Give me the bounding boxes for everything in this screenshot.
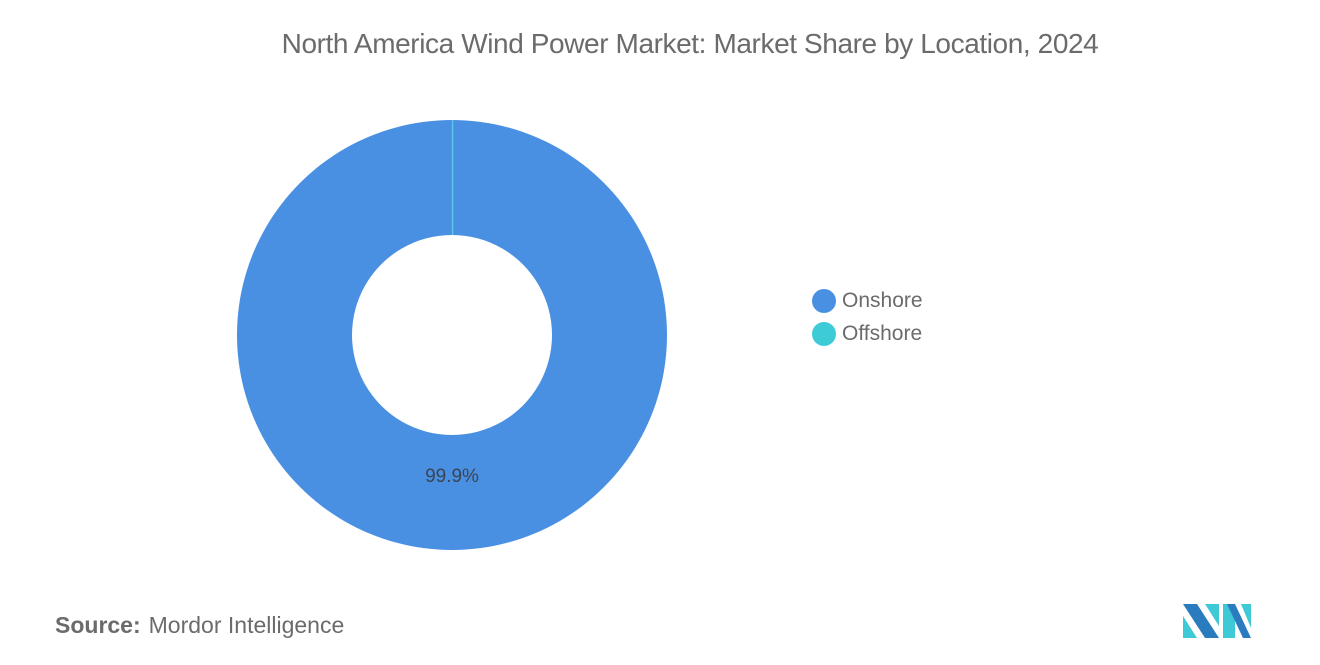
donut-slice-onshore[interactable] — [236, 120, 667, 550]
onshore-value-label: 99.9% — [425, 466, 479, 487]
legend-item-onshore[interactable]: Onshore — [812, 284, 923, 317]
legend-label: Onshore — [842, 288, 923, 312]
source-key: Source: — [55, 612, 141, 638]
source-value: Mordor Intelligence — [148, 612, 345, 638]
source-note: Source: Mordor Intelligence — [55, 612, 344, 639]
legend-label: Offshore — [842, 321, 923, 345]
chart-title: North America Wind Power Market: Market … — [281, 28, 1099, 59]
circle-icon — [812, 321, 836, 346]
legend: Onshore Offshore — [812, 284, 923, 350]
circle-icon — [812, 288, 836, 313]
legend-item-offshore[interactable]: Offshore — [812, 317, 923, 350]
mordor-logo-icon — [1183, 604, 1251, 638]
